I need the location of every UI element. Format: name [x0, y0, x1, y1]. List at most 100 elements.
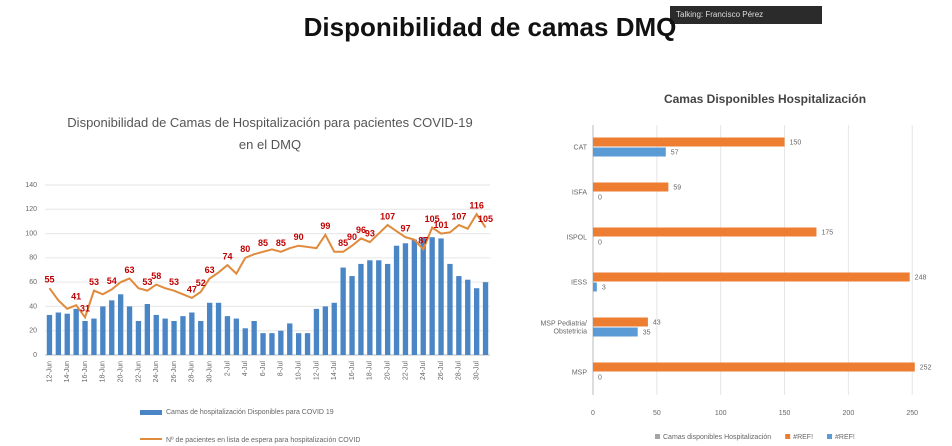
- x-tick-label: 50: [653, 410, 661, 417]
- data-label: 59: [673, 184, 681, 191]
- bar: [100, 306, 106, 355]
- data-label: 116: [469, 201, 484, 211]
- data-label: 53: [89, 277, 99, 287]
- bar: [224, 316, 231, 355]
- data-label: 99: [320, 221, 330, 231]
- data-label: 101: [434, 220, 449, 230]
- bar: [269, 333, 275, 355]
- y-tick-label: ISPOL: [566, 234, 587, 241]
- x-tick-label: 20-Jul: [384, 361, 391, 381]
- bar: [456, 276, 462, 355]
- x-tick-label: 14-Jun: [64, 361, 71, 383]
- x-tick-label: 14-Jul: [331, 361, 338, 381]
- data-label: 248: [915, 274, 927, 281]
- data-label: 0: [598, 239, 602, 246]
- data-label: 105: [425, 214, 440, 224]
- x-tick-label: 12-Jul: [313, 361, 320, 381]
- bar: [349, 276, 355, 355]
- bar: [429, 237, 435, 355]
- data-label: 43: [653, 319, 661, 326]
- bar: [593, 317, 648, 327]
- y-tick-label: 20: [29, 328, 37, 335]
- data-label: 53: [142, 277, 152, 287]
- x-tick-label: 20-Jun: [117, 361, 124, 383]
- bar: [593, 327, 638, 337]
- chart-title: Disponibilidad de Camas de Hospitalizaci…: [67, 115, 473, 152]
- data-label: 55: [44, 275, 54, 285]
- bar: [593, 182, 669, 192]
- x-tick-label: 16-Jun: [82, 361, 89, 383]
- bar: [322, 306, 329, 355]
- bar: [411, 239, 418, 355]
- x-tick-label: 2-Jul: [224, 361, 231, 377]
- y-tick-label: 0: [33, 352, 37, 359]
- talking-indicator: Talking: Francisco Pérez: [670, 6, 822, 24]
- legend-label: Camas disponibles Hospitalización: [663, 434, 771, 441]
- bar: [367, 260, 373, 355]
- bar: [82, 321, 88, 355]
- data-label: 41: [71, 292, 81, 302]
- bar: [206, 302, 213, 355]
- data-label: 80: [240, 244, 250, 254]
- bar: [73, 308, 79, 355]
- legend-label: Nº de pacientes en lista de espera para …: [166, 437, 360, 444]
- data-label: 90: [347, 232, 357, 242]
- bar: [384, 263, 391, 355]
- bar: [331, 302, 337, 355]
- data-label: 0: [598, 374, 602, 381]
- y-tick-label: 40: [29, 303, 37, 310]
- bar: [180, 316, 186, 355]
- data-label: 57: [671, 149, 679, 156]
- data-label: 58: [151, 271, 161, 281]
- x-tick-label: 24-Jun: [153, 361, 160, 383]
- bar: [153, 314, 159, 355]
- bar: [126, 306, 133, 355]
- y-tick-label: MSP Pediatria/Obstetricia: [540, 320, 587, 335]
- legend-label: Camas de hospitalización Disponibles par…: [166, 409, 334, 416]
- data-label: 90: [294, 232, 304, 242]
- bar: [465, 279, 471, 355]
- legend-swatch: [140, 438, 162, 440]
- bar: [593, 282, 597, 292]
- bar: [482, 282, 489, 355]
- data-label: 0: [598, 194, 602, 201]
- bar: [198, 321, 204, 355]
- bar: [376, 260, 382, 355]
- bar: [55, 312, 62, 355]
- bar: [260, 333, 266, 355]
- bar: [109, 300, 115, 355]
- data-label: 54: [107, 276, 117, 286]
- x-tick-label: 26-Jun: [171, 361, 178, 383]
- bar: [46, 314, 53, 355]
- bar: [340, 267, 346, 355]
- data-label: 85: [276, 238, 286, 248]
- bar: [64, 313, 70, 355]
- bar: [144, 304, 151, 355]
- x-tick-label: 28-Jul: [456, 361, 463, 381]
- data-label: 85: [258, 238, 268, 248]
- x-tick-label: 10-Jul: [295, 361, 302, 381]
- y-tick-label: 140: [25, 182, 37, 189]
- bar: [215, 302, 222, 355]
- legend-swatch: [655, 434, 660, 439]
- bar: [91, 318, 97, 355]
- bar: [438, 238, 444, 355]
- legend-label: #REF!: [793, 434, 813, 441]
- x-tick-label: 22-Jun: [135, 361, 142, 383]
- x-tick-label: 150: [779, 410, 791, 417]
- bar: [278, 330, 284, 355]
- legend-swatch: [827, 434, 833, 439]
- data-label: 150: [790, 139, 802, 146]
- y-tick-label: MSP: [572, 369, 588, 376]
- bar: [287, 323, 293, 355]
- data-label: 35: [643, 329, 651, 336]
- bar: [593, 227, 817, 237]
- x-tick-label: 12-Jun: [46, 361, 53, 383]
- y-tick-label: 60: [29, 279, 37, 286]
- bar: [593, 362, 915, 372]
- chart-title: Camas Disponibles Hospitalización: [663, 92, 867, 106]
- x-tick-label: 30-Jun: [206, 361, 213, 383]
- bar: [242, 328, 248, 355]
